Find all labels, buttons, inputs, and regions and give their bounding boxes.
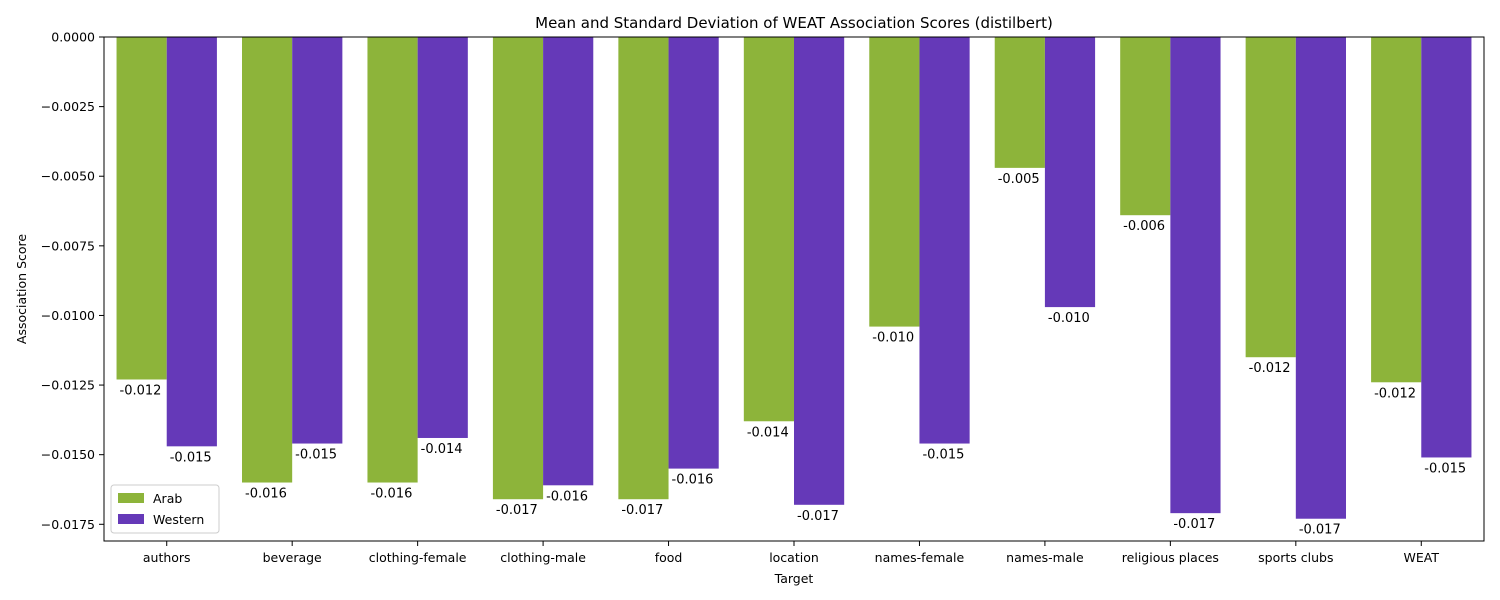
x-axis: authors beverage clothing-female clothing-m… — [143, 541, 1440, 565]
bar-arab-names-male — [994, 37, 1045, 168]
bar-arab-clothing-male — [492, 37, 544, 500]
bar-western-names-female — [919, 37, 970, 444]
x-tick-label: names-male — [1006, 550, 1084, 565]
x-tick-label: sports clubs — [1258, 550, 1333, 565]
data-label: -0.017 — [1173, 517, 1215, 532]
y-tick-label: −0.0150 — [41, 447, 95, 462]
bar-western-location — [794, 37, 845, 505]
y-tick-label: −0.0075 — [41, 238, 95, 253]
y-axis-label: Association Score — [14, 234, 29, 344]
data-label: -0.017 — [621, 503, 663, 518]
x-tick-label: names-female — [875, 550, 965, 565]
data-label: -0.006 — [1123, 219, 1165, 234]
x-tick-label: authors — [143, 550, 191, 565]
data-label: -0.015 — [922, 448, 964, 463]
x-tick-label: food — [655, 550, 683, 565]
bar-western-food — [668, 37, 719, 469]
bar-western-clothing-female — [417, 37, 468, 438]
y-tick-label: −0.0050 — [41, 169, 95, 184]
legend-swatch-western — [118, 514, 144, 524]
bar-arab-beverage — [242, 37, 293, 483]
data-label: -0.005 — [998, 172, 1040, 187]
data-label: -0.016 — [672, 473, 714, 488]
bar-arab-weat — [1371, 37, 1422, 383]
y-axis: 0.0000 −0.0025 −0.0050 −0.0075 −0.0100 −0.012… — [41, 30, 104, 532]
bar-western-names-male — [1044, 37, 1096, 308]
bar-western-religious-places — [1170, 37, 1221, 514]
legend-label-western: Western — [153, 512, 204, 527]
y-tick-label: 0.0000 — [51, 30, 95, 45]
legend-swatch-arab — [118, 493, 144, 503]
data-label: -0.014 — [747, 425, 789, 440]
x-tick-label: location — [769, 550, 819, 565]
y-tick-label: −0.0025 — [41, 99, 95, 114]
bar-western-authors — [166, 37, 217, 447]
bar-arab-food — [618, 37, 669, 500]
y-tick-label: −0.0100 — [41, 308, 95, 323]
x-tick-label: clothing-male — [500, 550, 586, 565]
bar-arab-location — [743, 37, 794, 422]
data-label: -0.015 — [170, 450, 212, 465]
data-label: -0.017 — [496, 503, 538, 518]
data-label: -0.017 — [1299, 523, 1341, 538]
legend-label-arab: Arab — [153, 491, 182, 506]
data-label: -0.015 — [295, 448, 337, 463]
plot-area: -0.012 -0.016 -0.016 -0.017 -0.017 -0.014 -0.0… — [103, 36, 1485, 542]
bar-arab-sports-clubs — [1245, 37, 1296, 358]
y-tick-label: −0.0175 — [41, 517, 95, 532]
bar-arab-authors — [116, 37, 167, 380]
data-label: -0.010 — [872, 331, 914, 346]
bar-western-clothing-male — [543, 37, 594, 486]
data-label: -0.010 — [1048, 311, 1090, 326]
legend: Arab Western — [110, 484, 220, 534]
bar-western-beverage — [292, 37, 343, 444]
data-label: -0.017 — [797, 509, 839, 524]
x-tick-label: clothing-female — [369, 550, 467, 565]
x-axis-label: Target — [774, 571, 814, 586]
x-tick-label: religious places — [1122, 550, 1219, 565]
data-label: -0.012 — [120, 383, 162, 398]
data-label: -0.016 — [546, 489, 588, 504]
data-label: -0.012 — [1249, 361, 1291, 376]
bar-arab-clothing-female — [367, 37, 418, 483]
bar-arab-religious-places — [1120, 37, 1171, 216]
data-label: -0.012 — [1374, 386, 1416, 401]
x-tick-label: beverage — [263, 550, 322, 565]
bar-western-weat — [1421, 37, 1472, 458]
data-label: -0.016 — [245, 487, 287, 502]
x-tick-label: WEAT — [1404, 550, 1440, 565]
data-label: -0.014 — [421, 442, 463, 457]
bar-western-sports-clubs — [1295, 37, 1346, 519]
y-tick-label: −0.0125 — [41, 378, 95, 393]
data-label: -0.016 — [370, 487, 412, 502]
chart-title: Mean and Standard Deviation of WEAT Asso… — [535, 14, 1053, 32]
bar-arab-names-female — [869, 37, 920, 327]
data-label: -0.015 — [1424, 461, 1466, 476]
